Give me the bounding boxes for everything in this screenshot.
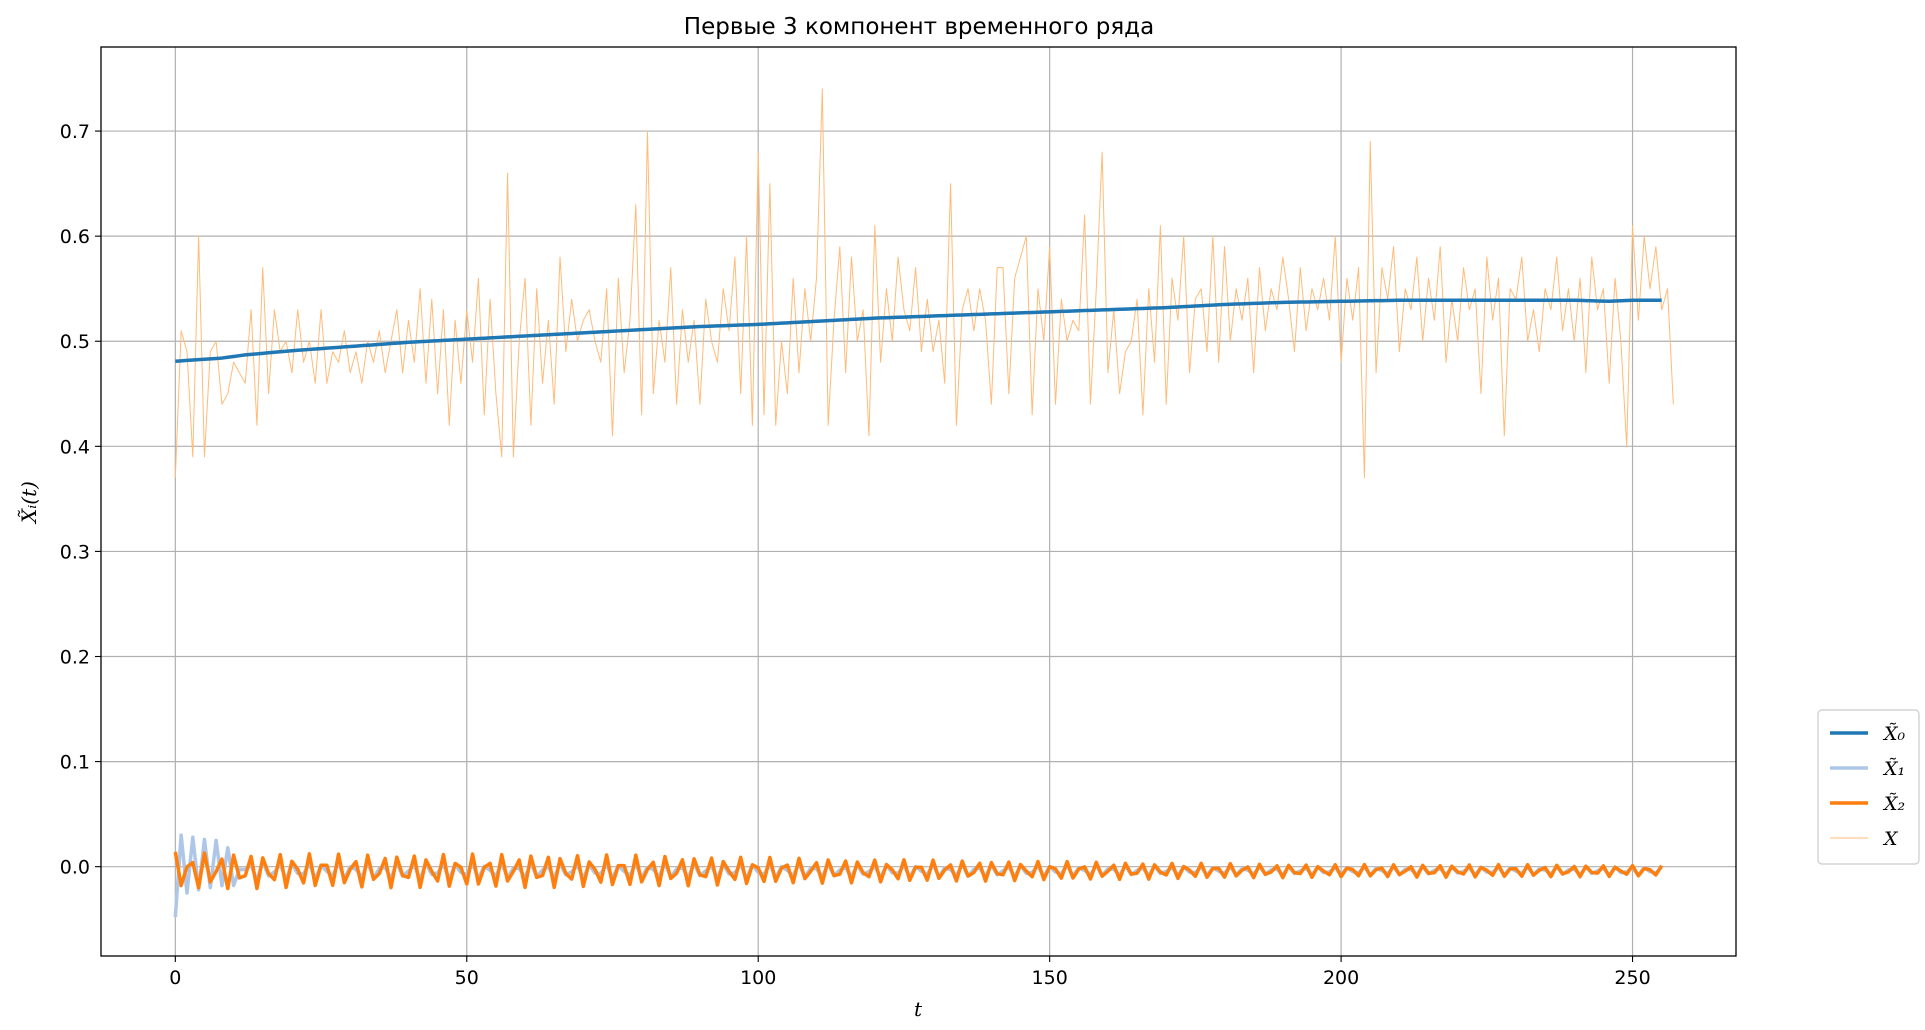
y-tick-label: 0.4: [60, 436, 90, 458]
series-line-x2: [173, 851, 1664, 891]
series-line-x0: [175, 298, 1662, 363]
axis-ticks: 0 50 100 150 200 250 0.0 0.1 0.2 0.3 0.4 0.5 0.6 0.7: [60, 121, 1651, 989]
x-tick-label: 150: [1032, 967, 1068, 989]
y-tick-label: 0.6: [60, 226, 90, 248]
x-tick-label: 200: [1323, 967, 1359, 989]
legend-label: X̃₀: [1882, 723, 1906, 745]
y-axis-label: X̃ᵢ(t): [17, 481, 41, 525]
x-axis-label: t: [914, 997, 923, 1021]
x-tick-label: 100: [740, 967, 776, 989]
plot-frame: [100, 46, 1737, 957]
legend-label: X̃₁: [1882, 758, 1905, 780]
grid: [101, 47, 1736, 956]
x-tick-label: 250: [1614, 967, 1650, 989]
legend: X̃₀ X̃₁ X̃₂ X: [1817, 709, 1920, 865]
legend-label: X: [1882, 828, 1899, 850]
y-tick-label: 0.3: [60, 541, 90, 563]
legend-items: X̃₀ X̃₁ X̃₂ X: [1830, 723, 1906, 850]
y-tick-label: 0.1: [60, 752, 90, 774]
legend-frame: [1817, 709, 1920, 865]
series-line-x1: [173, 833, 1663, 918]
chart-title: Первые 3 компонент временного ряда: [684, 14, 1154, 40]
legend-label: X̃₂: [1882, 793, 1905, 815]
y-tick-label: 0.7: [60, 121, 90, 143]
y-tick-label: 0.0: [60, 857, 90, 879]
series-line-x: [174, 88, 1674, 479]
x-tick-label: 0: [169, 967, 181, 989]
y-tick-label: 0.2: [60, 647, 90, 669]
plot-series: [173, 88, 1674, 918]
y-tick-label: 0.5: [60, 331, 90, 353]
x-tick-label: 50: [455, 967, 479, 989]
